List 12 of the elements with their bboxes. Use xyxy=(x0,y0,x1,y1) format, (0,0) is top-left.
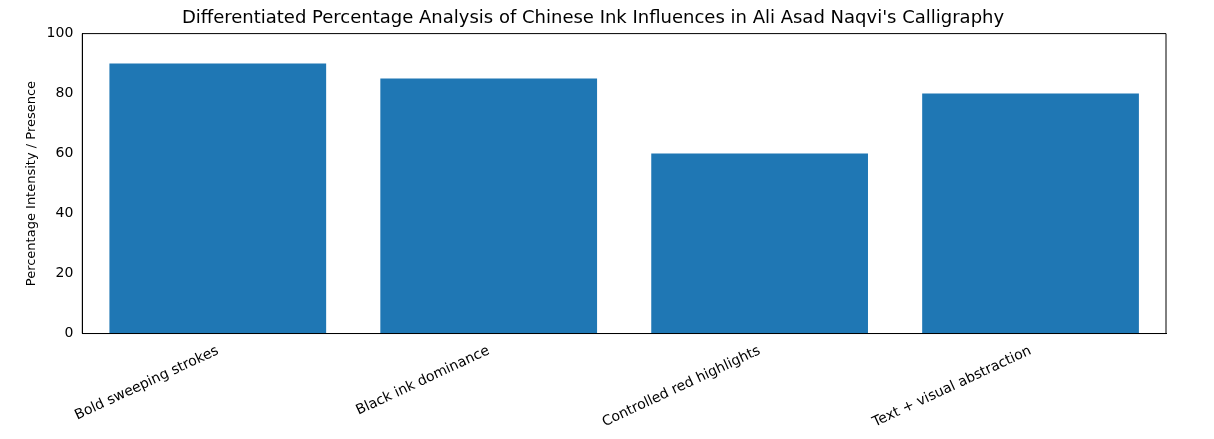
y-tick-label: 80 xyxy=(55,84,74,101)
y-tick-label: 20 xyxy=(55,264,74,281)
chart-title: Differentiated Percentage Analysis of Chinese Ink Influences in Ali Asad Naqvi's Calligraphy xyxy=(181,6,1005,28)
y-tick-label: 40 xyxy=(55,204,74,221)
bar xyxy=(651,153,868,334)
y-axis-title: Percentage Intensity / Presence xyxy=(23,80,39,287)
bar xyxy=(922,93,1139,334)
y-tick-label: 100 xyxy=(46,24,74,41)
bar xyxy=(380,78,598,334)
bar xyxy=(109,63,327,334)
y-tick-label: 0 xyxy=(64,324,74,341)
y-tick-label: 60 xyxy=(55,144,74,161)
